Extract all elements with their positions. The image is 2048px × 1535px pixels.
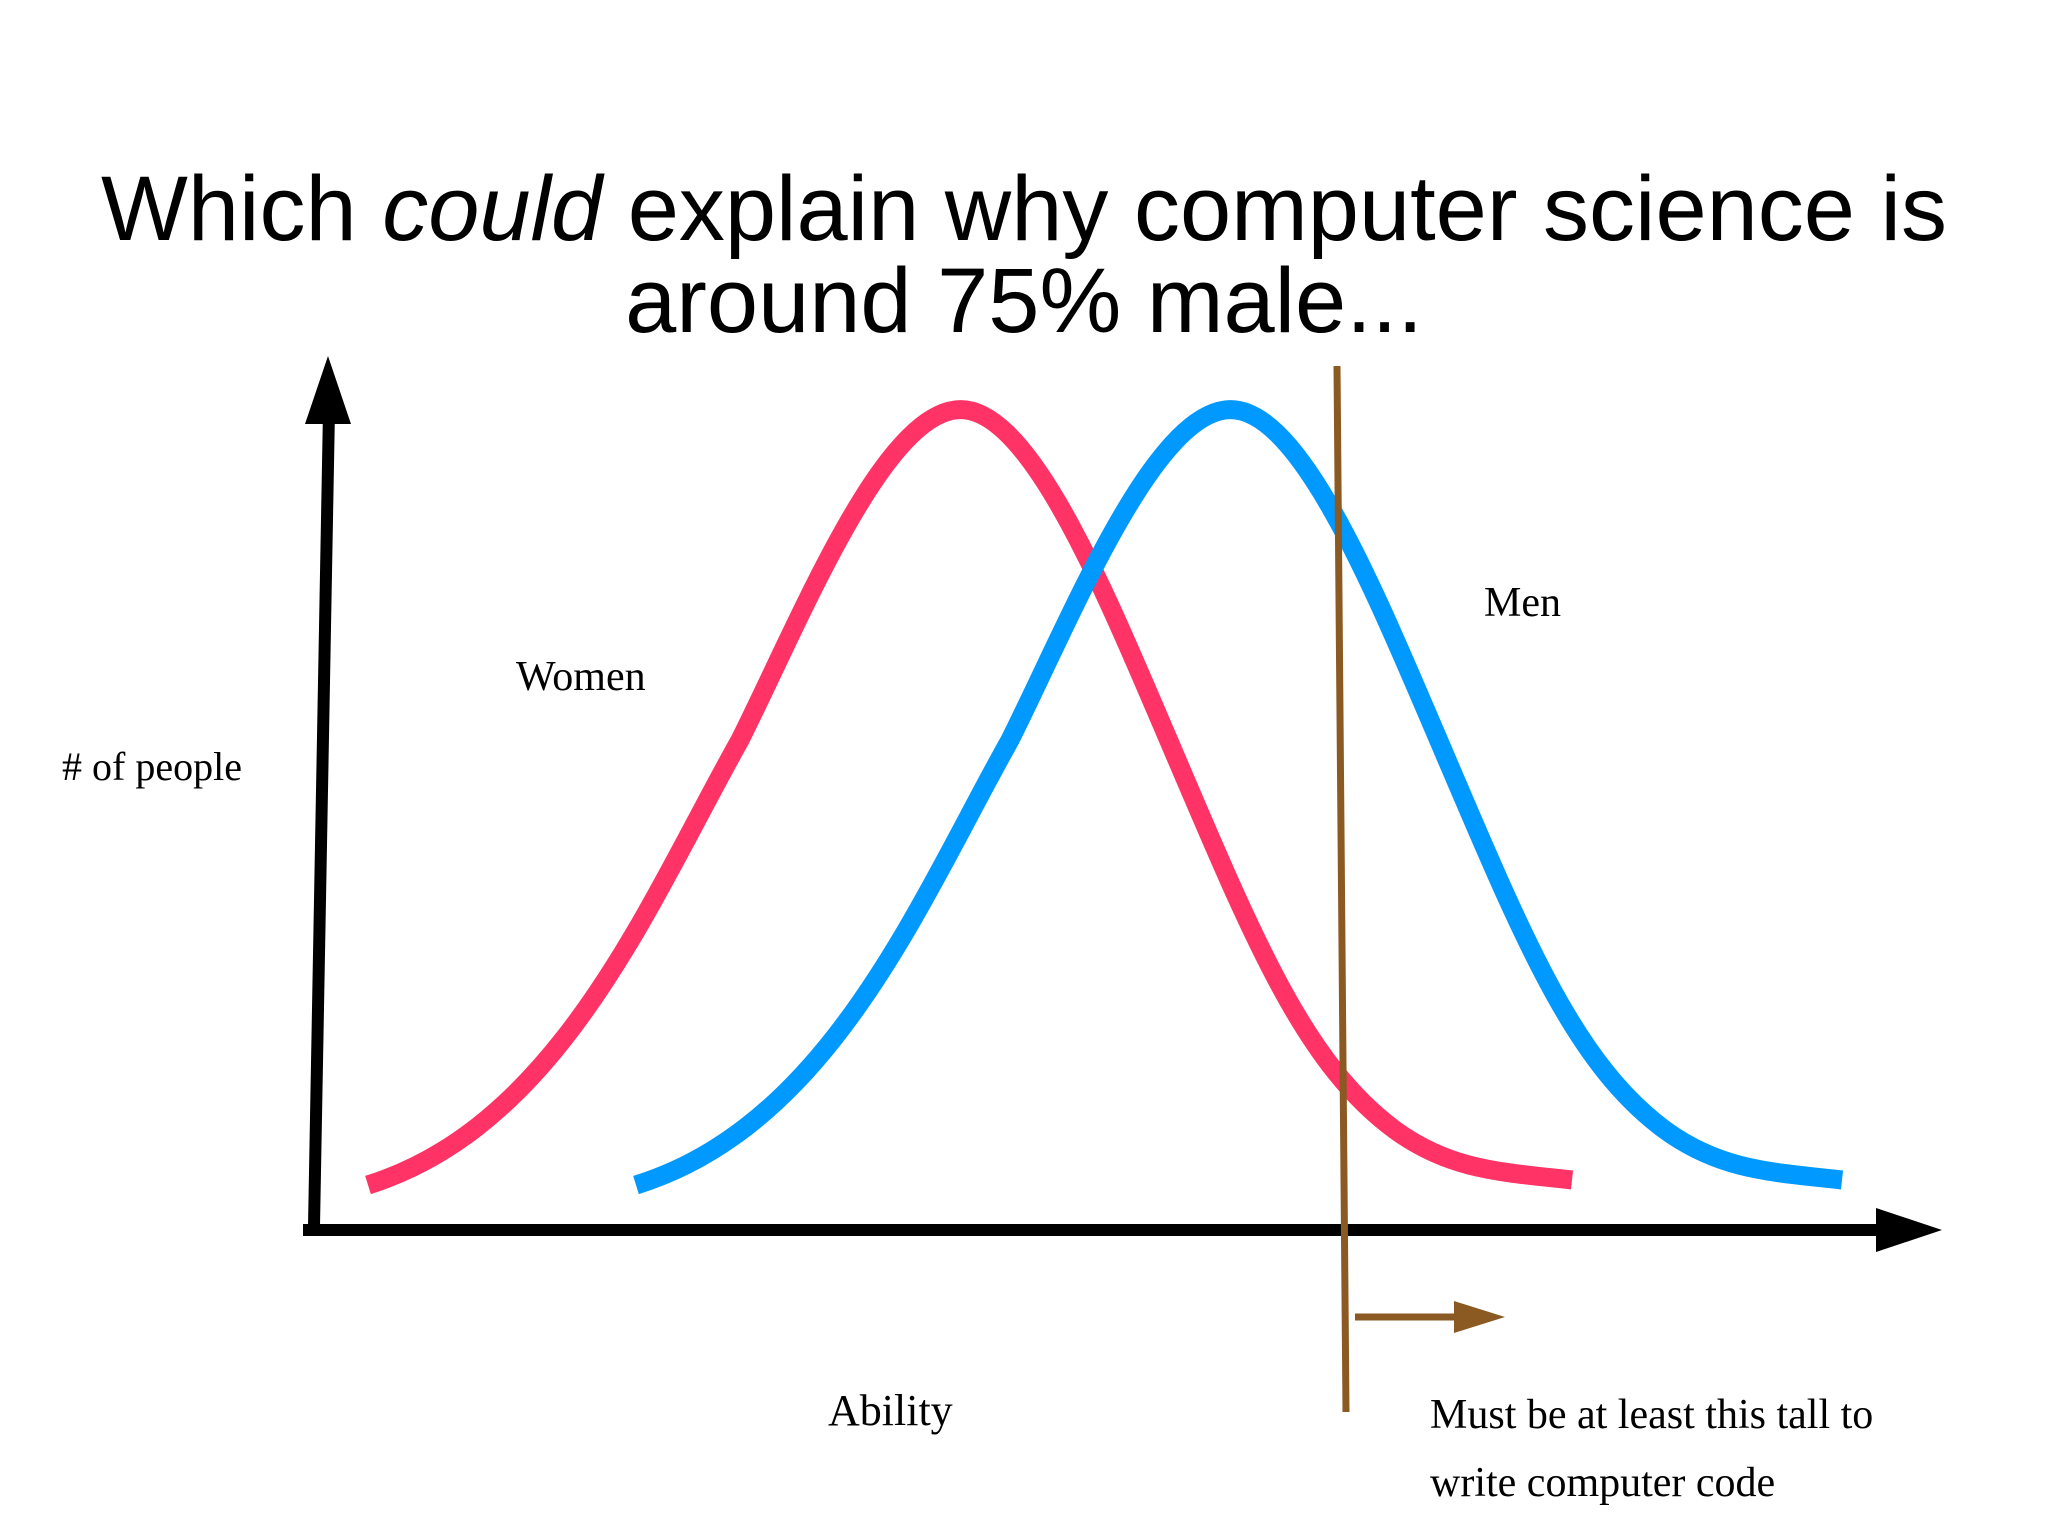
title-line-2: around 75% male... [625,250,1423,352]
x-axis-label: Ability [828,1386,953,1435]
title-prefix: Which [101,158,382,260]
women-curve [365,400,1574,1195]
y-axis-line [308,409,335,1227]
title-suffix: explain why computer science is [602,158,1947,260]
title-line-1: Which could explain why computer science… [101,158,1947,260]
threshold-caption-line-2: write computer code [1430,1460,1775,1506]
threshold-arrow-icon [1454,1301,1505,1333]
threshold-caption-line-1: Must be at least this tall to [1430,1392,1873,1438]
threshold-line [1333,365,1350,1413]
women-label: Women [516,654,646,700]
y-axis-label: # of people [62,744,242,789]
men-curve [633,400,1844,1195]
y-axis-arrowhead [305,356,351,424]
men-label: Men [1484,580,1561,626]
title-emphasis: could [382,158,605,260]
x-axis-arrowhead [1876,1208,1942,1252]
